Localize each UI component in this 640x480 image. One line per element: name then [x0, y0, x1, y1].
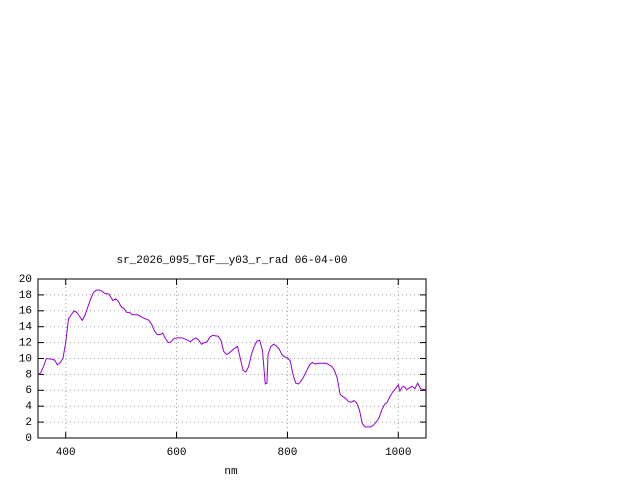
y-tick-label: 8 — [25, 369, 32, 381]
y-tick-label: 14 — [19, 322, 33, 334]
y-tick-label: 10 — [19, 353, 32, 365]
data-line — [37, 289, 426, 428]
y-tick-label: 4 — [25, 401, 32, 413]
y-tick-label: 12 — [19, 338, 32, 350]
plot-frame — [37, 278, 427, 439]
y-tick-label: 16 — [19, 306, 32, 318]
y-tick-label: 18 — [19, 290, 32, 302]
x-tick-label: 400 — [56, 447, 76, 459]
y-tick-label: 6 — [25, 385, 32, 397]
x-tick-label: 600 — [167, 447, 187, 459]
x-tick-label: 800 — [278, 447, 298, 459]
chart-title: sr_2026_095_TGF__y03_r_rad 06-04-00 — [116, 255, 347, 267]
y-tick-label: 20 — [19, 274, 32, 286]
x-axis-label: nm — [224, 466, 238, 478]
x-tick-label: 1000 — [385, 447, 411, 459]
y-tick-label: 0 — [25, 433, 32, 445]
y-tick-label: 2 — [25, 417, 32, 429]
